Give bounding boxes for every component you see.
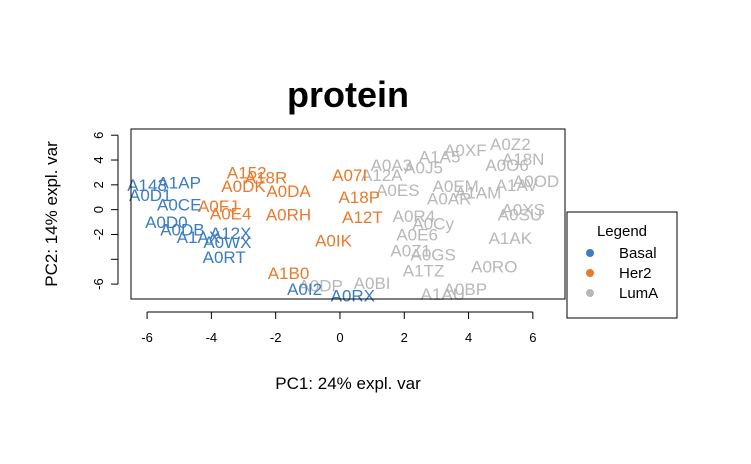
x-axis: -6 -4 -2 0 2 4 6 [141, 311, 536, 345]
point-label: A0D0 [145, 213, 188, 232]
point-label: A143 [127, 176, 167, 195]
legend: Legend Basal Her2 LumA [566, 211, 678, 319]
y-tick-label: 2 [91, 181, 106, 188]
x-tick-label: -2 [270, 330, 282, 345]
point-label: A0DB [160, 221, 204, 240]
point-label: A1AP [157, 173, 200, 192]
legend-box [566, 211, 678, 319]
chart-title: protein [287, 74, 409, 115]
y-tick-label: 6 [91, 132, 106, 139]
point-label: A18N [502, 150, 545, 169]
point-label: A0J5 [404, 158, 443, 177]
legend-marker [586, 269, 594, 277]
point-label: A1AU [421, 285, 465, 304]
legend-label: Her2 [619, 265, 652, 282]
point-label: A0RO [471, 258, 517, 277]
x-tick-label: -6 [141, 330, 153, 345]
point-label: A12A [361, 166, 403, 185]
point-label: A0WX [203, 233, 251, 252]
point-label: A0BI [354, 274, 391, 293]
point-label: A07I [332, 166, 367, 185]
legend-label: LumA [619, 285, 658, 302]
plot-frame [130, 128, 566, 300]
y-axis: 6 4 2 0 -2 -6 [91, 132, 119, 290]
legend-label: Basal [619, 245, 657, 262]
point-label: A0OD [513, 172, 559, 191]
point-label: A18P [338, 188, 380, 207]
point-label: A0Z1 [390, 242, 431, 261]
point-label: A0DP [298, 276, 342, 295]
point-label: A0RH [266, 206, 311, 225]
point-label: A0SU [498, 206, 542, 225]
x-axis-label: PC1: 24% expl. var [275, 374, 421, 393]
point-label: A12T [342, 208, 383, 227]
point-label: A0D1 [129, 186, 172, 205]
point-label: A0DA [266, 182, 311, 201]
point-label: A0FJ [198, 197, 238, 216]
point-label: A0Z2 [490, 135, 531, 154]
legend-marker [586, 249, 594, 257]
point-label: A0I2 [287, 280, 322, 299]
point-label: A0AR [427, 189, 471, 208]
x-tick-label: 6 [529, 330, 536, 345]
x-tick-label: 0 [336, 330, 343, 345]
legend-title: Legend [597, 223, 647, 240]
legend-entries: Basal Her2 LumA [586, 245, 658, 302]
point-label: A0RT [203, 248, 246, 267]
point-label: A0ES [376, 181, 419, 200]
x-tick-label: 2 [401, 330, 408, 345]
point-label: A1AX [177, 228, 220, 247]
point-label: A0IK [315, 232, 353, 251]
x-tick-label: 4 [465, 330, 472, 345]
y-tick-label: -6 [91, 278, 106, 290]
point-label: A0E6 [396, 225, 438, 244]
point-label: A1AV [496, 176, 539, 195]
y-axis-label: PC2: 14% expl. var [42, 141, 61, 287]
point-label: A0E4 [210, 204, 252, 223]
point-label: A0GS [411, 245, 456, 264]
point-label: A12X [210, 224, 252, 243]
y-tick-label: 4 [91, 156, 106, 163]
point-label: A1B0 [268, 264, 310, 283]
y-tick-label: -2 [91, 229, 106, 241]
y-tick-label: 0 [91, 206, 106, 213]
point-label: A0CE [157, 196, 201, 215]
point-label: A0RX [331, 286, 375, 305]
point-label: A0BP [444, 280, 487, 299]
point-label: A0O6 [485, 156, 528, 175]
legend-marker [586, 289, 594, 297]
point-label: A1AM [455, 183, 501, 202]
point-label: A1TZ [403, 261, 445, 280]
point-label: A0EM [433, 177, 479, 196]
x-tick-label: -4 [206, 330, 218, 345]
point-label: A0R4 [393, 207, 436, 226]
point-label: A152 [227, 163, 267, 182]
point-label: A0A3 [371, 156, 413, 175]
point-label: A0DK [221, 177, 266, 196]
point-label: A1A5 [419, 147, 461, 166]
point-label: A18R [245, 168, 288, 187]
point-label: A1AK [489, 229, 533, 248]
point-label: A0XS [501, 201, 544, 220]
point-label: A0Cy [412, 214, 454, 233]
point-label: A0XF [444, 141, 487, 160]
